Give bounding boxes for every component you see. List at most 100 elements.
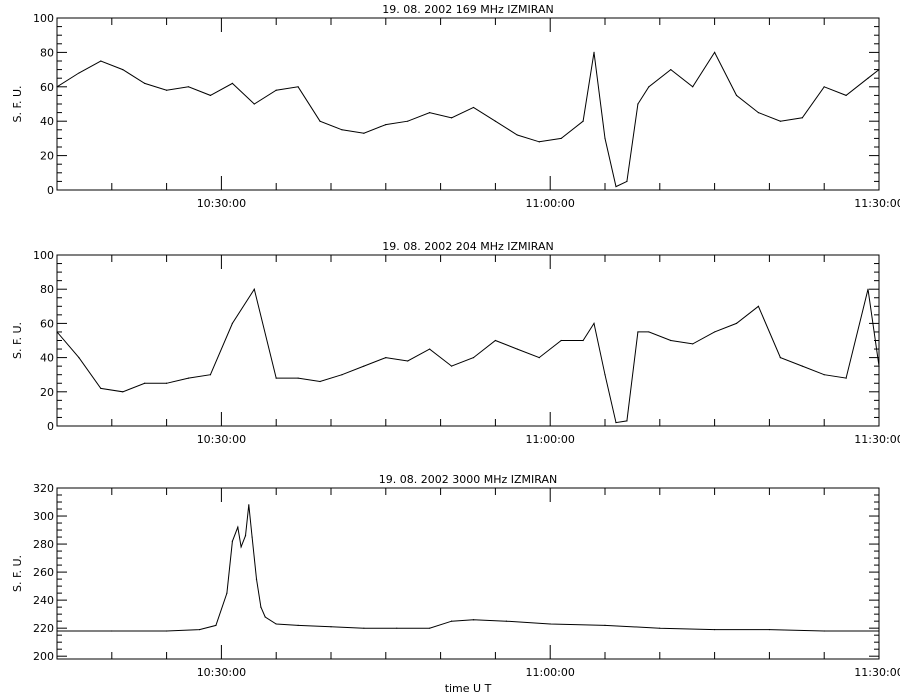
data-point bbox=[472, 357, 475, 359]
data-point bbox=[823, 630, 825, 632]
y-tick-label: 0 bbox=[47, 184, 54, 197]
data-point bbox=[768, 628, 771, 631]
data-point bbox=[341, 129, 343, 131]
x-tick-label: 11:00:00 bbox=[525, 666, 574, 679]
data-point bbox=[582, 120, 584, 122]
data-point bbox=[637, 331, 639, 333]
data-point bbox=[714, 628, 716, 631]
data-point bbox=[275, 377, 277, 379]
data-point bbox=[100, 60, 102, 62]
x-tick-label: 10:30:00 bbox=[197, 433, 246, 446]
data-point bbox=[319, 380, 321, 383]
data-point bbox=[560, 137, 562, 139]
y-axis-label: S. F. U. bbox=[11, 555, 24, 592]
y-tick-label: 280 bbox=[33, 538, 54, 551]
data-point bbox=[801, 365, 803, 367]
data-point bbox=[757, 305, 760, 307]
data-point bbox=[111, 630, 113, 632]
data-point bbox=[251, 536, 253, 538]
y-tick-label: 20 bbox=[40, 386, 54, 399]
data-point bbox=[253, 288, 255, 290]
x-tick-label: 11:00:00 bbox=[525, 197, 574, 210]
data-point bbox=[604, 137, 606, 139]
data-point bbox=[823, 374, 825, 376]
data-point bbox=[363, 627, 365, 629]
y-tick-label: 300 bbox=[33, 510, 54, 523]
data-point bbox=[450, 620, 453, 622]
y-tick-label: 320 bbox=[33, 482, 54, 495]
data-point bbox=[297, 86, 299, 88]
y-tick-label: 220 bbox=[33, 622, 54, 635]
data-point bbox=[396, 627, 398, 629]
data-point bbox=[429, 112, 431, 114]
data-point bbox=[593, 51, 595, 54]
data-point bbox=[450, 365, 453, 367]
y-tick-label: 200 bbox=[33, 650, 54, 663]
y-tick-label: 240 bbox=[33, 594, 54, 607]
data-point bbox=[237, 526, 239, 528]
data-point bbox=[187, 86, 190, 88]
x-tick-label: 11:30:00 bbox=[854, 666, 900, 679]
series-line-1 bbox=[57, 504, 879, 632]
data-point bbox=[735, 322, 738, 324]
data-point bbox=[659, 627, 661, 629]
data-point bbox=[209, 374, 212, 376]
y-tick-label: 60 bbox=[40, 81, 54, 94]
data-point bbox=[779, 357, 781, 359]
data-point bbox=[240, 546, 242, 548]
data-point bbox=[845, 377, 847, 379]
data-point bbox=[615, 421, 617, 424]
data-point bbox=[248, 504, 250, 506]
data-point bbox=[144, 382, 146, 384]
data-point bbox=[714, 331, 716, 333]
series-line-1 bbox=[57, 287, 879, 424]
y-tick-label: 0 bbox=[47, 420, 54, 433]
x-tick-label: 10:30:00 bbox=[197, 197, 246, 210]
data-point bbox=[209, 94, 212, 96]
data-point bbox=[319, 120, 321, 122]
chart-title: 19. 08. 2002 3000 MHz IZMIRAN bbox=[379, 473, 557, 486]
data-point bbox=[494, 339, 496, 342]
data-point bbox=[505, 620, 507, 622]
data-point bbox=[166, 630, 168, 632]
data-point bbox=[297, 624, 299, 626]
data-point bbox=[779, 120, 781, 122]
data-point bbox=[429, 348, 431, 350]
data-point bbox=[231, 322, 233, 324]
y-axis-label: S. F. U. bbox=[11, 85, 24, 122]
x-tick-label: 11:00:00 bbox=[525, 433, 574, 446]
y-tick-label: 40 bbox=[40, 115, 54, 128]
data-point bbox=[385, 124, 387, 126]
data-point bbox=[144, 82, 146, 84]
data-point bbox=[516, 134, 518, 136]
data-point bbox=[714, 51, 716, 54]
y-tick-label: 100 bbox=[33, 12, 54, 25]
chart-title: 19. 08. 2002 204 MHz IZMIRAN bbox=[382, 240, 553, 253]
data-point bbox=[275, 89, 277, 91]
data-point bbox=[198, 628, 201, 631]
data-point bbox=[385, 357, 387, 359]
series-line-1 bbox=[57, 51, 879, 188]
data-point bbox=[122, 69, 124, 71]
data-point bbox=[538, 357, 540, 359]
data-point bbox=[166, 382, 168, 384]
y-tick-label: 40 bbox=[40, 352, 54, 365]
data-point bbox=[226, 592, 228, 594]
data-point bbox=[297, 377, 299, 379]
data-point bbox=[275, 623, 277, 625]
data-point bbox=[648, 86, 650, 88]
data-point bbox=[407, 120, 409, 122]
data-point bbox=[264, 616, 266, 618]
y-tick-label: 60 bbox=[40, 317, 54, 330]
data-point bbox=[867, 77, 869, 79]
data-point bbox=[78, 357, 80, 359]
data-point bbox=[166, 89, 168, 91]
data-point bbox=[429, 627, 431, 629]
data-point bbox=[231, 540, 233, 542]
data-point bbox=[637, 103, 639, 105]
x-tick-label: 11:30:00 bbox=[854, 433, 900, 446]
data-point bbox=[626, 420, 628, 422]
data-point bbox=[450, 117, 453, 119]
data-point bbox=[341, 374, 343, 376]
